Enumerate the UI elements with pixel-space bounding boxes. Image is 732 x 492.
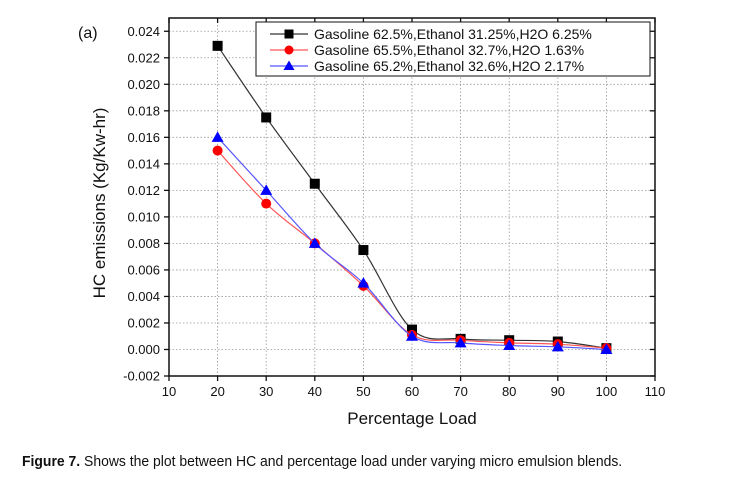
x-tick-label: 50 <box>356 384 370 399</box>
series-group <box>211 40 613 354</box>
x-tick-label: 110 <box>645 384 666 399</box>
marker-triangle <box>357 277 370 288</box>
marker-triangle <box>551 340 564 352</box>
y-tick-label: 0.012 <box>127 183 160 198</box>
series-3 <box>211 131 613 354</box>
marker-square <box>261 112 272 123</box>
marker-square <box>407 324 417 335</box>
marker-circle <box>284 45 294 55</box>
y-tick-label: 0.000 <box>127 342 160 357</box>
legend-entry: Gasoline 62.5%,Ethanol 31.25%,H2O 6.25% <box>270 26 592 42</box>
legend-label: Gasoline 65.5%,Ethanol 32.7%,H2O 1.63% <box>314 42 584 58</box>
x-tick-label: 100 <box>596 384 618 399</box>
marker-triangle <box>503 339 516 351</box>
y-tick-label: -0.002 <box>123 369 160 384</box>
y-axis-ticks: -0.002 0.000 0.002 0.004 0.006 0.008 0.010 0.01… <box>123 24 655 384</box>
x-tick-label: 80 <box>502 384 516 399</box>
x-axis-label: Percentage Load <box>347 409 477 428</box>
legend-box <box>255 21 651 77</box>
marker-circle <box>212 145 223 156</box>
y-tick-label: 0.002 <box>127 315 160 330</box>
x-axis-ticks: 10 20 30 40 50 60 70 80 90 100 110 <box>162 18 666 399</box>
caption-label: Figure 7. <box>22 453 81 470</box>
y-tick-label: 0.004 <box>127 289 160 304</box>
x-tick-label: 90 <box>551 384 565 399</box>
marker-triangle <box>283 60 295 70</box>
marker-square <box>309 178 320 189</box>
x-tick-label: 40 <box>308 384 322 399</box>
marker-square <box>358 245 369 256</box>
marker-circle <box>261 198 272 209</box>
panel-label: (a) <box>78 25 98 42</box>
legend: Gasoline 62.5%,Ethanol 31.25%,H2O 6.25%G… <box>255 21 651 77</box>
y-tick-label: 0.016 <box>127 130 160 145</box>
legend-label: Gasoline 62.5%,Ethanol 31.25%,H2O 6.25% <box>314 26 592 42</box>
x-tick-label: 60 <box>405 384 419 399</box>
y-tick-label: 0.006 <box>127 262 160 277</box>
marker-triangle <box>308 237 321 248</box>
marker-triangle <box>260 184 273 195</box>
series-line <box>217 45 607 349</box>
y-tick-label: 0.010 <box>127 209 160 224</box>
y-tick-label: 0.008 <box>127 236 160 251</box>
marker-square <box>284 29 294 39</box>
series-line <box>217 136 607 351</box>
marker-square <box>212 40 223 51</box>
marker-triangle <box>600 343 613 354</box>
x-tick-label: 20 <box>210 384 224 399</box>
y-axis-label: HC emissions (Kg/Kw-hr) <box>90 108 109 299</box>
legend-label: Gasoline 65.2%,Ethanol 32.6%,H2O 2.17% <box>314 58 584 74</box>
hc-emissions-chart: 10 20 30 40 50 60 70 80 90 100 110 -0.002 0.000 0.00… <box>78 17 666 428</box>
y-tick-label: 0.024 <box>127 24 160 39</box>
legend-entry: Gasoline 65.5%,Ethanol 32.7%,H2O 1.63% <box>270 42 584 58</box>
y-tick-label: 0.018 <box>127 103 160 118</box>
marker-triangle <box>454 336 467 348</box>
marker-triangle <box>211 131 224 142</box>
x-tick-label: 30 <box>259 384 273 399</box>
y-tick-label: 0.022 <box>127 50 160 65</box>
y-tick-label: 0.014 <box>127 156 160 171</box>
figure-caption: Figure 7. Shows the plot between HC and … <box>22 453 622 470</box>
marker-triangle <box>406 330 418 341</box>
legend-entry: Gasoline 65.2%,Ethanol 32.6%,H2O 2.17% <box>270 58 584 74</box>
x-tick-label: 70 <box>453 384 467 399</box>
x-tick-label: 10 <box>162 384 176 399</box>
caption-text: Shows the plot between HC and percentage… <box>80 453 623 470</box>
y-tick-label: 0.020 <box>127 77 160 92</box>
